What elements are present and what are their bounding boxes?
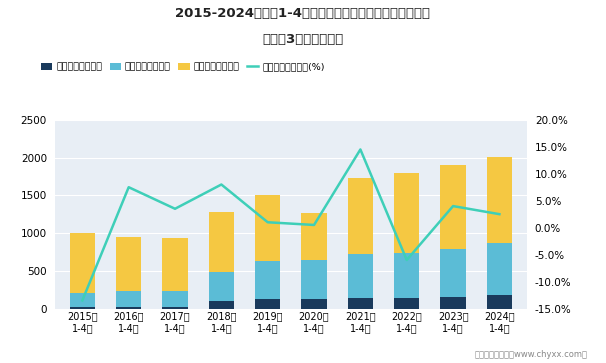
Bar	[301, 260, 327, 299]
Bar	[441, 249, 466, 297]
Bar	[208, 212, 234, 272]
Bar	[441, 297, 466, 309]
Bar	[70, 307, 95, 309]
Bar	[162, 238, 188, 291]
Bar	[394, 298, 419, 309]
Bar	[394, 174, 419, 253]
Text: 业企业3类费用统计图: 业企业3类费用统计图	[262, 33, 344, 46]
Text: 制图：智研咨询（www.chyxx.com）: 制图：智研咨询（www.chyxx.com）	[475, 350, 588, 359]
Bar	[208, 272, 234, 301]
Bar	[255, 299, 281, 309]
Bar	[394, 253, 419, 298]
Bar	[116, 291, 141, 307]
Bar	[70, 233, 95, 293]
Bar	[441, 166, 466, 249]
Bar	[255, 261, 281, 299]
Bar	[487, 243, 512, 295]
Text: 2015-2024年各年1-4月电力、热力、燃气及水生产和供应: 2015-2024年各年1-4月电力、热力、燃气及水生产和供应	[176, 7, 430, 20]
Bar	[255, 195, 281, 261]
Bar	[487, 157, 512, 243]
Bar	[162, 291, 188, 307]
Bar	[162, 307, 188, 309]
Bar	[208, 301, 234, 309]
Legend: 销售费用（亿元）, 管理费用（亿元）, 财务费用（亿元）, 销售费用累计增长(%): 销售费用（亿元）, 管理费用（亿元）, 财务费用（亿元）, 销售费用累计增长(%…	[41, 63, 325, 72]
Bar	[301, 299, 327, 309]
Bar	[348, 254, 373, 298]
Bar	[301, 213, 327, 260]
Bar	[70, 293, 95, 307]
Bar	[348, 178, 373, 254]
Bar	[116, 237, 141, 291]
Bar	[487, 295, 512, 309]
Bar	[348, 298, 373, 309]
Bar	[116, 307, 141, 309]
